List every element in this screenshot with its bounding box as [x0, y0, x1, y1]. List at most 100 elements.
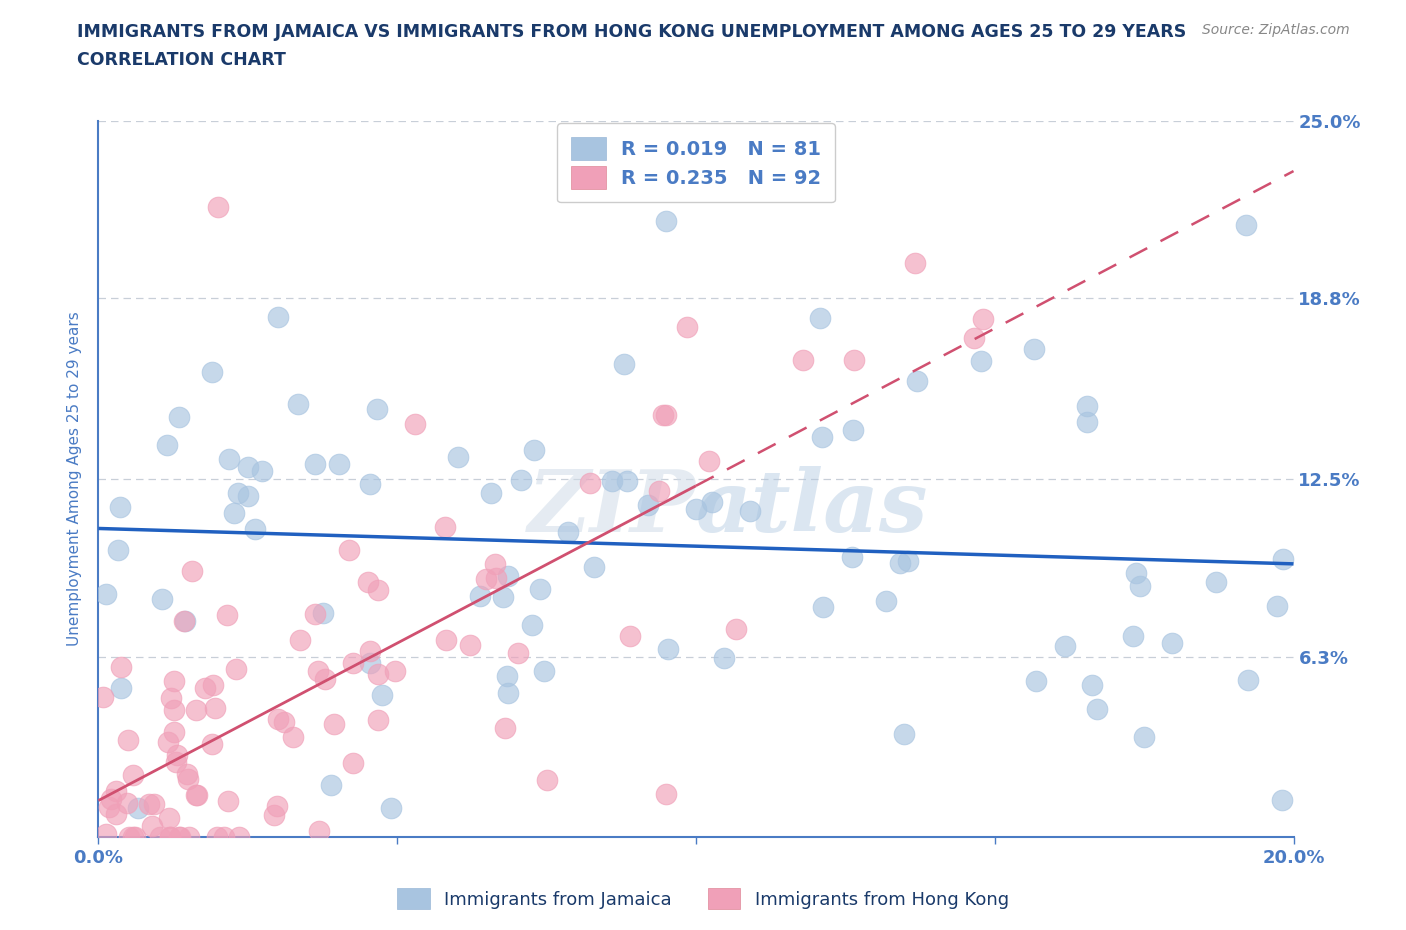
Point — [359, 644, 381, 658]
Point — [1022, 342, 1045, 357]
Point — [496, 685, 519, 700]
Point — [156, 438, 179, 453]
Point — [366, 402, 388, 417]
Point — [304, 457, 326, 472]
Point — [107, 542, 129, 557]
Point — [697, 453, 720, 468]
Point — [321, 777, 343, 792]
Point — [157, 810, 180, 825]
Point — [637, 498, 659, 512]
Point — [201, 365, 224, 379]
Point — [844, 352, 866, 367]
Point — [494, 721, 516, 736]
Text: IMMIGRANTS FROM JAMAICA VS IMMIGRANTS FROM HONG KONG UNEMPLOYMENT AMONG AGES 25 : IMMIGRANTS FROM JAMAICA VS IMMIGRANTS FR… — [77, 23, 1187, 41]
Point — [529, 582, 551, 597]
Point — [905, 373, 928, 388]
Point — [98, 800, 121, 815]
Text: Source: ZipAtlas.com: Source: ZipAtlas.com — [1202, 23, 1350, 37]
Point — [1160, 636, 1182, 651]
Point — [205, 830, 228, 844]
Point — [792, 352, 814, 367]
Point — [283, 730, 305, 745]
Point — [582, 559, 605, 574]
Point — [436, 633, 458, 648]
Point — [100, 791, 122, 806]
Point — [121, 830, 143, 844]
Point — [124, 830, 146, 844]
Point — [655, 214, 678, 229]
Point — [613, 357, 636, 372]
Point — [217, 607, 239, 622]
Point — [651, 407, 673, 422]
Point — [94, 827, 117, 842]
Point — [1129, 579, 1152, 594]
Point — [179, 830, 201, 844]
Point — [1133, 729, 1156, 744]
Point — [495, 668, 517, 683]
Point — [841, 550, 863, 565]
Point — [204, 700, 226, 715]
Point — [184, 702, 207, 717]
Point — [212, 830, 235, 844]
Point — [273, 714, 295, 729]
Point — [138, 797, 160, 812]
Point — [685, 501, 707, 516]
Point — [169, 830, 191, 844]
Point — [1122, 629, 1144, 644]
Point — [173, 614, 195, 629]
Point — [657, 641, 679, 656]
Point — [159, 830, 181, 844]
Point — [177, 772, 200, 787]
Point — [167, 409, 190, 424]
Point — [118, 830, 141, 844]
Point — [655, 787, 678, 802]
Point — [533, 664, 555, 679]
Point — [117, 733, 139, 748]
Point — [225, 661, 247, 676]
Point — [91, 689, 114, 704]
Point — [889, 555, 911, 570]
Point — [207, 199, 229, 214]
Point — [434, 520, 457, 535]
Point — [813, 599, 835, 614]
Legend: R = 0.019   N = 81, R = 0.235   N = 92: R = 0.019 N = 81, R = 0.235 N = 92 — [557, 124, 835, 203]
Point — [600, 473, 623, 488]
Point — [167, 830, 190, 844]
Point — [447, 449, 470, 464]
Point — [359, 656, 381, 671]
Point — [217, 793, 239, 808]
Point — [1237, 672, 1260, 687]
Point — [522, 618, 544, 632]
Point — [404, 417, 426, 432]
Point — [342, 755, 364, 770]
Legend: Immigrants from Jamaica, Immigrants from Hong Kong: Immigrants from Jamaica, Immigrants from… — [389, 881, 1017, 916]
Point — [328, 457, 350, 472]
Point — [578, 475, 600, 490]
Point — [267, 711, 290, 726]
Point — [367, 712, 389, 727]
Point — [94, 587, 117, 602]
Point — [156, 735, 179, 750]
Point — [252, 464, 274, 479]
Point — [314, 671, 336, 686]
Point — [1271, 792, 1294, 807]
Point — [166, 748, 188, 763]
Point — [1125, 565, 1147, 580]
Point — [163, 724, 186, 739]
Point — [337, 543, 360, 558]
Point — [1076, 415, 1098, 430]
Point — [311, 605, 333, 620]
Point — [226, 485, 249, 500]
Point — [713, 651, 735, 666]
Point — [1205, 574, 1227, 589]
Y-axis label: Unemployment Among Ages 25 to 29 years: Unemployment Among Ages 25 to 29 years — [67, 312, 83, 646]
Point — [903, 256, 925, 271]
Point — [475, 571, 498, 586]
Point — [104, 784, 127, 799]
Point — [492, 590, 515, 604]
Point — [498, 569, 520, 584]
Point — [122, 767, 145, 782]
Point — [149, 830, 172, 844]
Point — [159, 830, 181, 844]
Point — [117, 796, 139, 811]
